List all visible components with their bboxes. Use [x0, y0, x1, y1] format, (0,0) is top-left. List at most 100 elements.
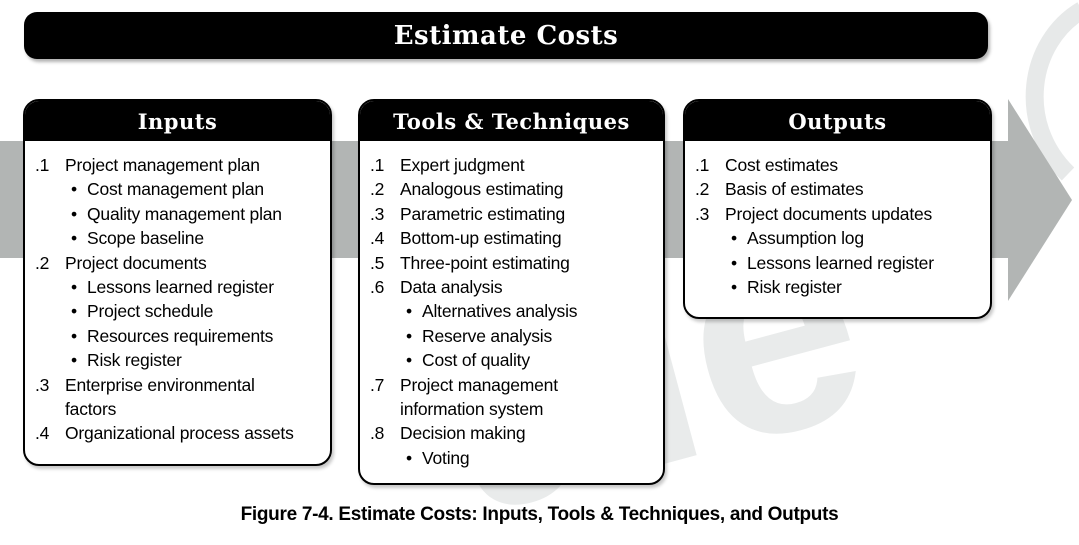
item-number: .1: [35, 155, 50, 175]
item-number: .5: [370, 252, 385, 273]
list-item: .3 Enterprise environmental factors: [35, 373, 324, 422]
sub-item-text: Risk register: [87, 350, 182, 371]
item-text: Expert judgment: [400, 155, 525, 175]
item-number: .8: [370, 423, 385, 444]
sub-list-item: • Risk register: [35, 348, 324, 372]
list-item: .2 Basis of estimates: [695, 177, 984, 201]
item-number: .4: [370, 228, 385, 249]
item-text: Three-point estimating: [400, 252, 570, 273]
sub-item-text: Cost of quality: [422, 350, 530, 371]
sub-item-text: Risk register: [747, 277, 842, 298]
bullet-icon: •: [71, 325, 77, 346]
bullet-icon: •: [731, 252, 737, 273]
item-text: Cost estimates: [725, 155, 838, 175]
item-text: Bottom-up estimating: [400, 228, 562, 249]
item-text: Data analysis: [400, 277, 503, 298]
sub-list-item: • Quality management plan: [35, 202, 324, 226]
tools-techniques-list: .1 Expert judgment .2 Analogous estimating.…: [360, 141, 663, 470]
sub-item-text: Scope baseline: [87, 228, 204, 249]
bullet-icon: •: [71, 228, 77, 249]
sub-item-text: Alternatives analysis: [422, 301, 578, 322]
sub-item-text: Resources requirements: [87, 325, 274, 346]
sub-item-text: Reserve analysis: [422, 325, 553, 346]
bullet-icon: •: [406, 325, 412, 346]
sub-item-text: Project schedule: [87, 301, 214, 322]
process-title: Estimate Costs: [393, 20, 619, 51]
list-item: .1 Project management plan: [35, 153, 324, 177]
item-text: Project documents updates: [725, 203, 933, 224]
item-text: Enterprise environmental factors: [65, 374, 255, 420]
figure-caption: Figure 7-4. Estimate Costs: Inputs, Tool…: [240, 504, 839, 525]
outputs-box: Outputs .1 Cost estimates .2 Basis of estim…: [683, 99, 992, 319]
inputs-header: Inputs: [25, 101, 330, 141]
sub-item-text: Lessons learned register: [87, 277, 274, 298]
process-title-bar: Estimate Costs: [24, 12, 988, 59]
sub-list-item: • Reserve analysis: [370, 324, 657, 348]
item-number: .1: [695, 155, 710, 175]
item-number: .7: [370, 374, 385, 395]
list-item: .6 Data analysis: [370, 275, 657, 299]
sub-list-item: • Scope baseline: [35, 226, 324, 250]
bullet-icon: •: [71, 301, 77, 322]
item-number: .2: [370, 179, 385, 200]
sub-item-text: Cost management plan: [87, 179, 264, 200]
flow-arrow-head: [1008, 99, 1072, 301]
item-number: .3: [35, 374, 50, 395]
list-item: .1 Cost estimates: [695, 153, 984, 177]
item-text: Basis of estimates: [725, 179, 864, 200]
sub-item-text: Voting: [422, 447, 470, 468]
item-text: Project management information system: [400, 374, 558, 420]
sub-list-item: • Risk register: [695, 275, 984, 299]
bullet-icon: •: [71, 350, 77, 371]
list-item: .3 Project documents updates: [695, 202, 984, 226]
sub-list-item: • Resources requirements: [35, 324, 324, 348]
bullet-icon: •: [406, 447, 412, 468]
item-text: Analogous estimating: [400, 179, 564, 200]
list-item: .8 Decision making: [370, 421, 657, 445]
bullet-icon: •: [71, 203, 77, 224]
list-item: .5 Three-point estimating: [370, 251, 657, 275]
sub-list-item: • Alternatives analysis: [370, 299, 657, 323]
bullet-icon: •: [731, 277, 737, 298]
list-item: .4 Bottom-up estimating: [370, 226, 657, 250]
list-item: .1 Expert judgment: [370, 153, 657, 177]
list-item: .2 Analogous estimating: [370, 177, 657, 201]
item-text: Organizational process assets: [65, 423, 294, 444]
inputs-box: Inputs .1 Project management plan • Cost ma…: [23, 99, 332, 466]
sub-item-text: Quality management plan: [87, 203, 282, 224]
item-number: .4: [35, 423, 50, 444]
inputs-list: .1 Project management plan • Cost managemen…: [25, 141, 330, 446]
item-number: .2: [35, 252, 50, 273]
item-number: .1: [370, 155, 385, 175]
list-item: .3 Parametric estimating: [370, 202, 657, 226]
list-item: .2 Project documents: [35, 251, 324, 275]
bullet-icon: •: [71, 277, 77, 298]
item-number: .3: [695, 203, 710, 224]
item-number: .2: [695, 179, 710, 200]
list-item: .4 Organizational process assets: [35, 421, 324, 445]
tools-techniques-box: Tools & Techniques .1 Expert judgment .2 An…: [358, 99, 665, 485]
item-number: .3: [370, 203, 385, 224]
sub-list-item: • Project schedule: [35, 299, 324, 323]
item-number: .6: [370, 277, 385, 298]
item-text: Parametric estimating: [400, 203, 566, 224]
sub-list-item: • Cost management plan: [35, 177, 324, 201]
sub-list-item: • Assumption log: [695, 226, 984, 250]
item-text: Project management plan: [65, 155, 260, 175]
sub-list-item: • Voting: [370, 446, 657, 470]
sub-list-item: • Cost of quality: [370, 348, 657, 372]
sub-list-item: • Lessons learned register: [695, 251, 984, 275]
outputs-header: Outputs: [685, 101, 990, 141]
sub-item-text: Assumption log: [747, 228, 864, 249]
item-text: Decision making: [400, 423, 526, 444]
bullet-icon: •: [71, 179, 77, 200]
item-text: Project documents: [65, 252, 207, 273]
sub-item-text: Lessons learned register: [747, 252, 934, 273]
list-item: .7 Project management information system: [370, 373, 657, 422]
bullet-icon: •: [406, 350, 412, 371]
outputs-list: .1 Cost estimates .2 Basis of estimates .3 Pr…: [685, 141, 990, 299]
tools-techniques-header: Tools & Techniques: [360, 101, 663, 141]
bullet-icon: •: [406, 301, 412, 322]
